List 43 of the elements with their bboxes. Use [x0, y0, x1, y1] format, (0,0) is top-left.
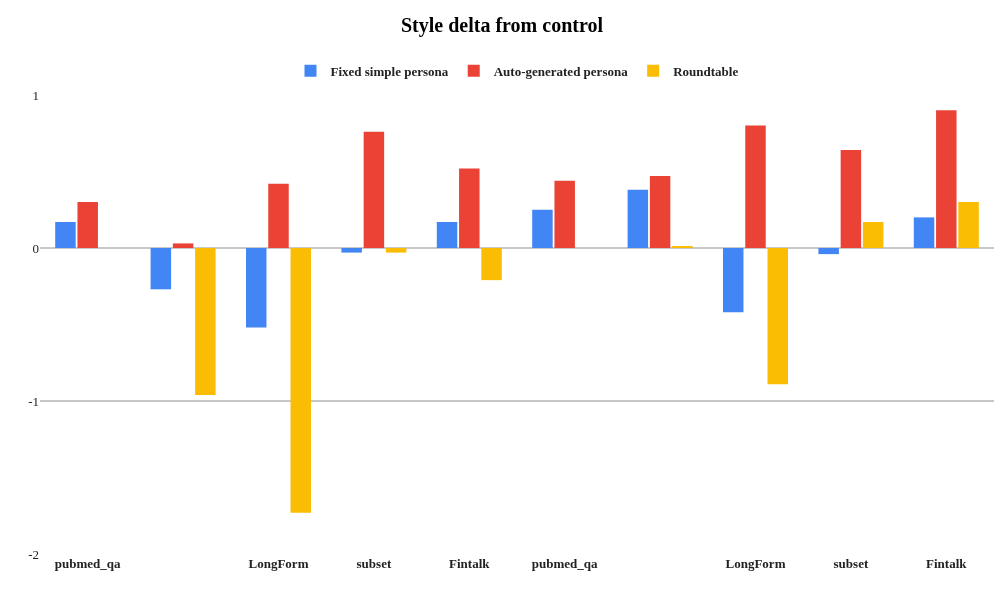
y-tick-label: 0: [32, 240, 39, 256]
chart-title: Style delta from control: [400, 14, 604, 38]
bar: [767, 248, 788, 385]
bar: [436, 221, 458, 248]
bar: [77, 202, 98, 248]
legend-label: Roundtable: [673, 63, 739, 79]
bar: [385, 248, 407, 253]
bar: [840, 150, 862, 248]
x-tick-label: subset: [833, 556, 869, 571]
bar: [481, 248, 502, 281]
bar: [172, 243, 194, 248]
bar: [532, 209, 553, 248]
x-tick-label: pubmed_qa: [531, 556, 599, 571]
bar: [913, 217, 935, 248]
bar: [150, 248, 172, 290]
x-tick-label: Fintalk: [926, 556, 968, 571]
bar: [936, 110, 957, 248]
bar: [341, 248, 362, 253]
bar: [649, 176, 671, 248]
x-tick-label: pubmed_qa: [54, 556, 122, 571]
bar: [627, 189, 649, 248]
bar: [195, 248, 216, 395]
bar: [290, 248, 311, 513]
bar: [818, 248, 839, 255]
legend-label: Fixed simple persona: [330, 63, 449, 79]
bar: [862, 221, 884, 248]
bar: [723, 248, 744, 313]
bar: [459, 168, 480, 248]
y-tick-label: 1: [32, 87, 39, 103]
legend-label: Auto-generated persona: [493, 63, 629, 79]
bar: [554, 180, 575, 248]
y-tick-label: -1: [28, 393, 39, 409]
y-tick-label: -2: [28, 546, 39, 562]
bar: [268, 183, 289, 248]
x-tick-label: Fintalk: [449, 556, 491, 571]
bar: [363, 131, 385, 248]
bar: [55, 221, 76, 248]
bar: [745, 125, 766, 248]
x-tick-label: LongForm: [725, 556, 786, 571]
bar: [246, 248, 267, 328]
x-tick-label: subset: [356, 556, 392, 571]
bar: [958, 202, 979, 248]
x-tick-label: LongForm: [248, 556, 309, 571]
